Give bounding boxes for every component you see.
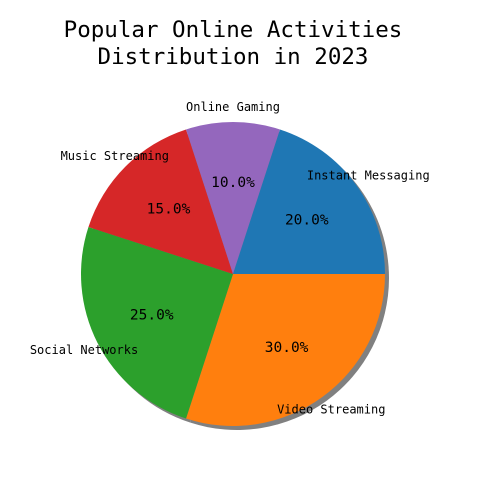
pie-slice-social-networks <box>80 227 234 419</box>
pie-slice-instant-messaging <box>233 129 385 274</box>
pie-slice-video-streaming <box>186 274 385 426</box>
pct-label-social-networks: 25.0% <box>130 307 174 323</box>
category-label-instant-messaging: Instant Messaging <box>307 169 430 183</box>
pie-category-labels: Video Streaming Social Networks Music Stre… <box>30 100 430 416</box>
category-label-video-streaming: Video Streaming <box>277 402 385 416</box>
chart-title-line-2: Distribution in 2023 <box>98 44 369 70</box>
pie-slices <box>80 122 385 426</box>
pie-slice-music-streaming <box>88 129 233 274</box>
pct-label-online-gaming: 10.0% <box>211 175 255 191</box>
pct-label-instant-messaging: 20.0% <box>285 212 329 228</box>
chart-title-line-1: Popular Online Activities <box>64 17 403 43</box>
category-label-music-streaming: Music Streaming <box>61 149 169 163</box>
category-label-online-gaming: Online Gaming <box>186 100 280 114</box>
pie-percentage-labels: 30.0% 25.0% 15.0% 10.0% 20.0% <box>130 175 329 356</box>
pct-label-video-streaming: 30.0% <box>265 340 309 356</box>
pie-slice-online-gaming <box>186 122 280 275</box>
pct-label-music-streaming: 15.0% <box>147 202 191 218</box>
category-label-social-networks: Social Networks <box>30 343 138 357</box>
